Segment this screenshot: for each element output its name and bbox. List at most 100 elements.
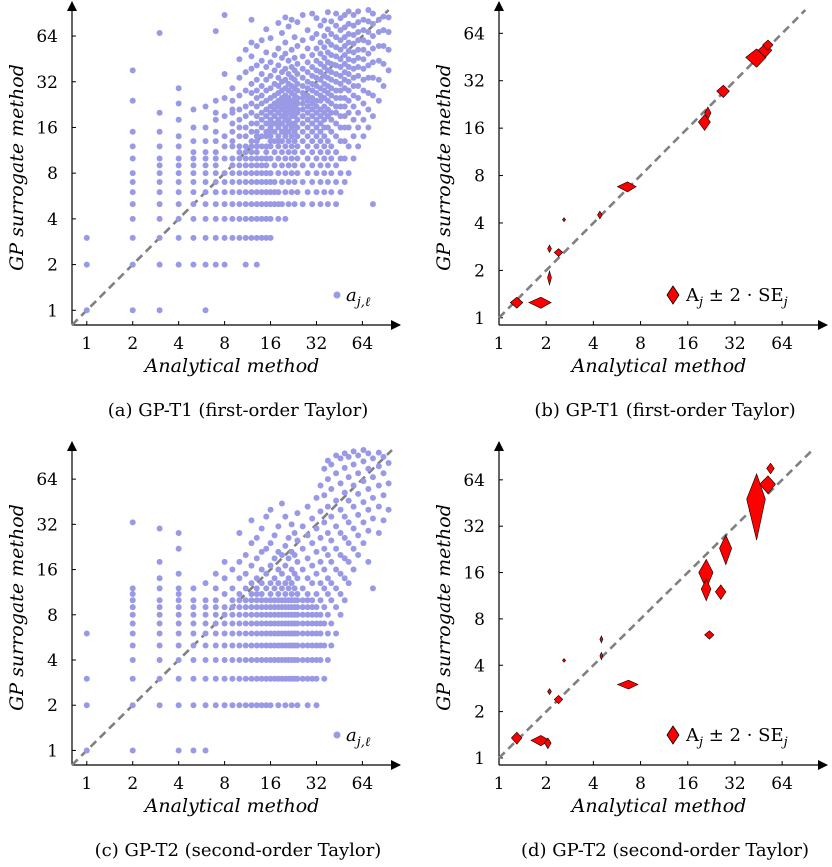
legend-label: aj,ℓ: [346, 285, 371, 310]
data-point: [271, 162, 278, 169]
data-point: [253, 170, 260, 177]
data-point: [248, 178, 255, 185]
data-point: [345, 474, 352, 481]
data-point: [375, 57, 382, 64]
data-point: [313, 45, 320, 52]
data-point: [275, 133, 282, 140]
data-point: [337, 64, 344, 71]
data-point: [299, 120, 306, 127]
data-point: [271, 178, 278, 185]
data-point: [369, 494, 376, 501]
data-point: [333, 120, 340, 127]
data-point: [350, 92, 357, 99]
data-point: [278, 500, 285, 507]
data-point: [263, 234, 270, 241]
data-point: [313, 31, 320, 38]
data-point: [304, 620, 311, 627]
data-point: [248, 675, 255, 682]
data-point: [221, 558, 228, 565]
data-point: [294, 604, 301, 611]
data-point: [360, 478, 367, 485]
panel-d: 1 2 4 8 16 32 64 1 2 4 8 16 32 64 Aj ± 2 · SEj Analytic…: [433, 441, 828, 861]
data-point: [291, 34, 298, 41]
data-point: [236, 170, 243, 177]
data-point: [275, 189, 282, 196]
estimate-diamond: [704, 630, 715, 640]
data-point: [313, 116, 320, 123]
data-point: [275, 580, 282, 587]
data-point: [258, 178, 265, 185]
data-point: [341, 489, 348, 496]
data-point: [304, 45, 311, 52]
data-point: [258, 597, 265, 604]
data-point: [282, 76, 289, 83]
data-point: [263, 620, 270, 627]
data-point: [156, 215, 163, 222]
data-point: [258, 100, 265, 107]
data-point: [263, 155, 270, 162]
data-point: [324, 575, 331, 582]
data-point: [258, 657, 265, 663]
data-point: [321, 155, 328, 162]
y-tick-label: 8: [474, 610, 485, 630]
x-tick-label: 1: [494, 334, 505, 354]
data-point: [242, 133, 249, 140]
data-point: [175, 675, 182, 682]
data-point: [285, 178, 292, 185]
data-point: [271, 149, 278, 156]
y-tick-label: 2: [474, 703, 485, 723]
data-point: [258, 215, 265, 222]
data-point: [221, 215, 228, 222]
data-point: [212, 261, 219, 268]
estimate-diamond: [700, 578, 712, 602]
data-point: [83, 234, 90, 241]
data-point: [263, 49, 270, 56]
data-point: [229, 630, 236, 637]
data-point: [202, 124, 209, 131]
data-point: [248, 611, 255, 618]
data-point: [304, 27, 311, 34]
data-point: [175, 143, 182, 150]
data-point: [212, 642, 219, 649]
data-point: [304, 702, 311, 709]
x-axis-title: Analytical method: [570, 355, 747, 377]
data-point: [337, 56, 344, 63]
data-point: [202, 178, 209, 185]
data-point: [355, 54, 362, 61]
data-point: [229, 189, 236, 196]
data-point: [324, 630, 331, 637]
data-point: [253, 128, 260, 135]
data-point: [288, 189, 295, 196]
data-point: [275, 20, 282, 27]
data-point: [156, 702, 163, 709]
data-point: [328, 116, 335, 123]
data-point: [365, 450, 372, 457]
data-point: [221, 143, 228, 150]
data-point: [267, 591, 274, 598]
x-tick-label: 32: [724, 334, 746, 354]
data-point: [291, 178, 298, 185]
data-point: [333, 566, 340, 573]
data-point: [242, 124, 249, 131]
data-point: [350, 22, 357, 29]
data-point: [324, 552, 331, 558]
data-point: [258, 124, 265, 131]
data-point: [248, 702, 255, 709]
data-point: [175, 116, 182, 123]
data-point: [337, 480, 344, 487]
data-point: [258, 92, 265, 99]
data-point: [317, 597, 324, 604]
data-point: [156, 620, 163, 627]
data-point: [258, 604, 265, 611]
data-point: [242, 215, 249, 222]
data-point: [221, 261, 228, 268]
data-point: [248, 642, 255, 649]
x-tick-label: 64: [771, 334, 793, 354]
data-point: [156, 657, 163, 663]
data-point: [248, 89, 255, 96]
data-point: [236, 597, 243, 604]
data-point: [385, 480, 392, 487]
data-point: [369, 33, 376, 40]
data-point: [304, 97, 311, 104]
data-point: [299, 37, 306, 44]
